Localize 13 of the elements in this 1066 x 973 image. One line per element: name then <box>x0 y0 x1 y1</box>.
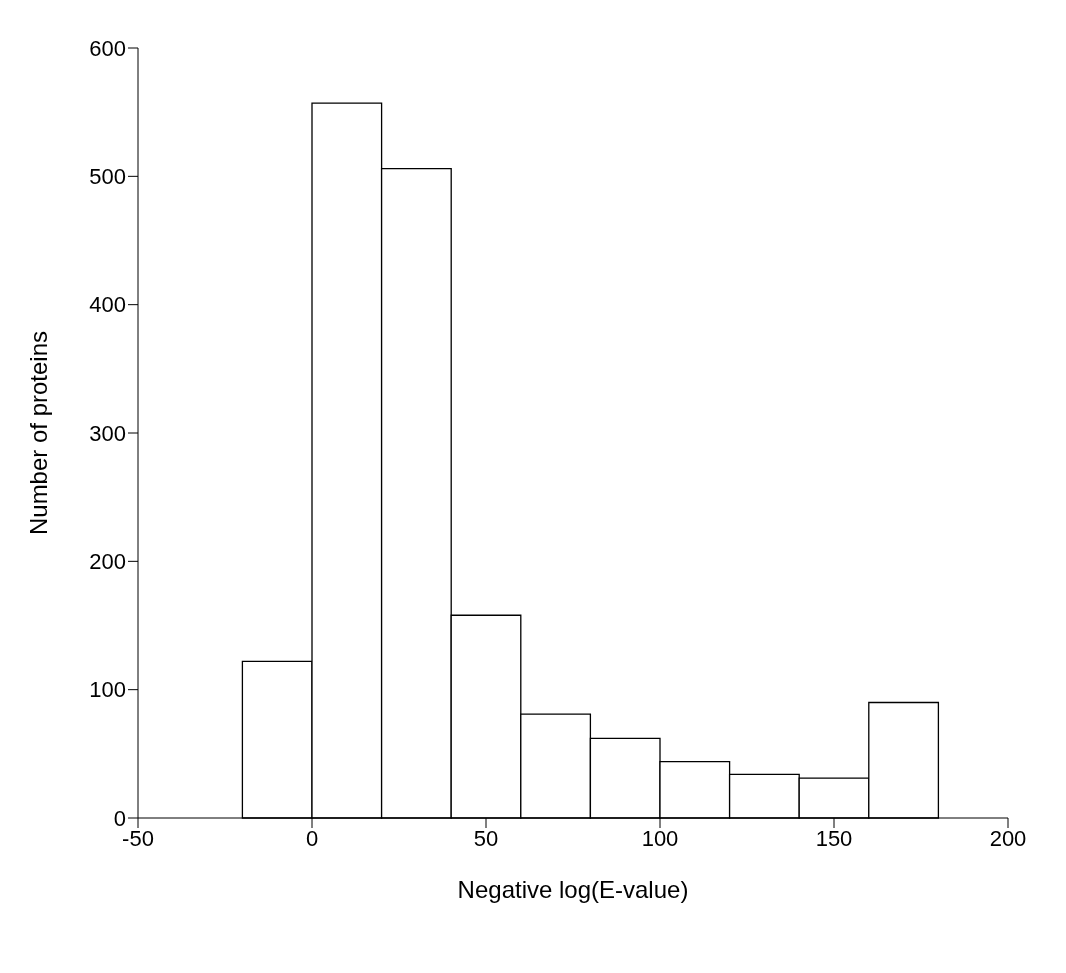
y-tick-label: 500 <box>89 164 126 190</box>
x-tick-label: 100 <box>641 825 679 851</box>
x-tick-label: 200 <box>989 825 1027 851</box>
y-tick-label: 300 <box>89 420 126 446</box>
x-tick-label: 0 <box>305 825 319 851</box>
y-tick-label: 200 <box>89 549 126 575</box>
x-tick-label: 50 <box>473 825 499 851</box>
y-tick-label: 100 <box>89 677 126 703</box>
y-tick-label: 600 <box>89 35 126 61</box>
x-axis-title: Negative log(E-value) <box>457 876 689 903</box>
y-axis-title: Number of proteins <box>24 330 52 536</box>
y-tick-label: 400 <box>89 292 126 318</box>
x-tick-label: 150 <box>815 825 853 851</box>
